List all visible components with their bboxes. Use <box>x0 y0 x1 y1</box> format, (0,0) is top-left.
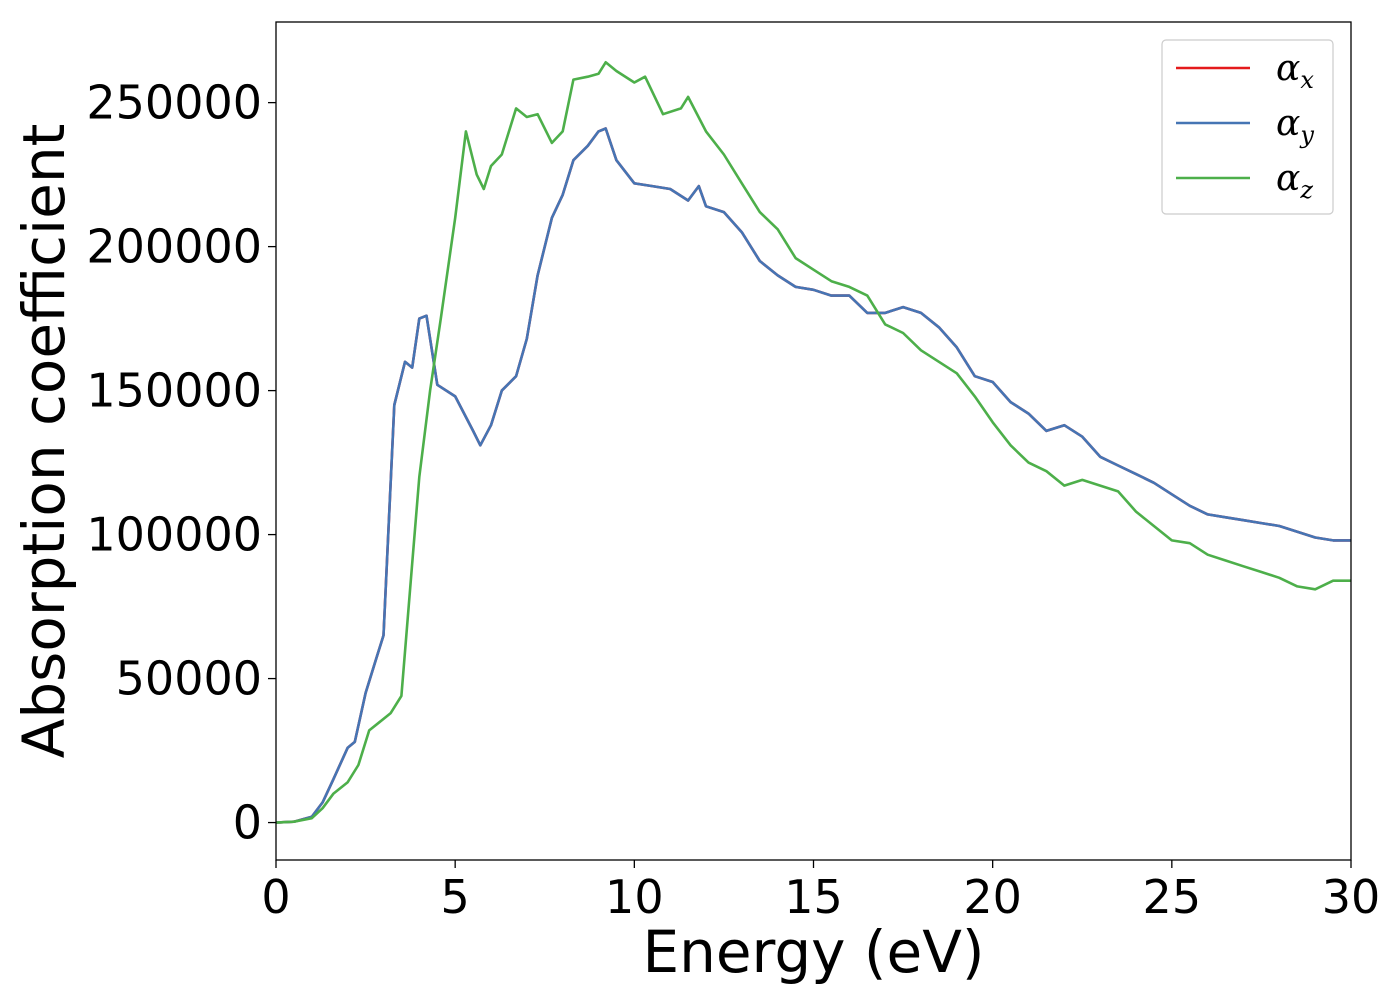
series-line-z <box>276 61 1351 824</box>
series-line-y <box>276 127 1351 824</box>
x-tick-label: 30 <box>1322 870 1381 924</box>
y-axis-ticks: 0 50000 100000 150000 200000 250000 <box>86 76 276 850</box>
legend-box <box>1161 39 1334 215</box>
x-tick-label: 0 <box>261 870 290 924</box>
x-tick-label: 15 <box>784 870 843 924</box>
legend: αx αy αz <box>1161 39 1334 215</box>
x-tick-label: 20 <box>963 870 1022 924</box>
legend-label-y: αy <box>1276 103 1314 149</box>
y-tick-label: 100000 <box>86 508 262 562</box>
series-layer <box>276 61 1351 824</box>
y-axis-label: Absorption coefficient <box>10 124 78 759</box>
y-tick-label: 150000 <box>86 364 262 418</box>
y-tick-label: 0 <box>233 796 262 850</box>
x-axis-label: Energy (eV) <box>642 918 984 986</box>
legend-label-z: αz <box>1276 158 1313 204</box>
x-tick-label: 5 <box>441 870 470 924</box>
y-tick-label: 200000 <box>86 220 262 274</box>
series-line-x <box>276 127 1351 824</box>
x-axis-ticks: 0 5 10 15 20 25 30 <box>261 860 1380 924</box>
y-tick-label: 250000 <box>86 76 262 130</box>
x-tick-label: 25 <box>1143 870 1202 924</box>
x-tick-label: 10 <box>605 870 664 924</box>
y-tick-label: 50000 <box>116 652 262 706</box>
legend-label-x: αx <box>1276 48 1314 94</box>
